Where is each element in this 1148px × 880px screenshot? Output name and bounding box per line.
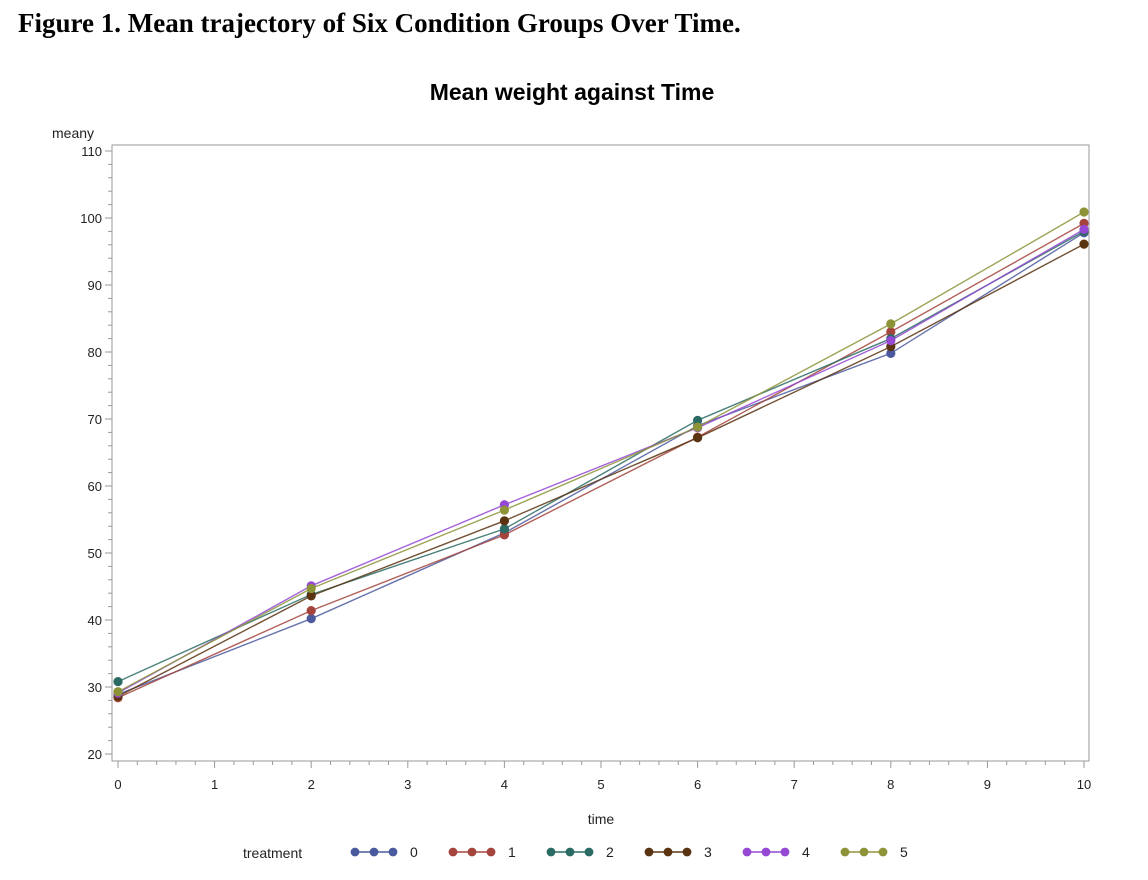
legend-marker	[742, 847, 752, 857]
legend-marker	[761, 847, 771, 857]
x-axis: 0 1 2 3 4 5 6 7 8 9 10	[114, 761, 1091, 792]
series-5	[113, 207, 1089, 697]
series-0	[113, 228, 1089, 699]
series-3	[113, 239, 1089, 701]
x-tick-label: 9	[984, 777, 991, 792]
series-line	[117, 211, 1085, 693]
data-point	[1079, 207, 1089, 217]
y-axis-label: meany	[52, 125, 94, 141]
legend-marker	[388, 847, 398, 857]
x-tick-label: 3	[404, 777, 411, 792]
data-point	[886, 348, 896, 358]
series-2	[113, 226, 1089, 687]
x-tick-label: 8	[887, 777, 894, 792]
legend-marker	[369, 847, 379, 857]
series-lines	[113, 207, 1089, 703]
legend-marker	[644, 847, 654, 857]
legend-label: 2	[606, 844, 614, 860]
legend-marker	[467, 847, 477, 857]
plot-frame	[111, 144, 1090, 762]
series-line	[117, 230, 1085, 683]
series-4	[113, 224, 1089, 698]
y-axis: 20 30 40 50 60 70 80 90 100 110	[80, 144, 112, 762]
series-line	[117, 222, 1085, 699]
data-point	[306, 591, 316, 601]
data-point	[693, 415, 703, 425]
data-point	[886, 319, 896, 329]
figure-caption: Figure 1. Mean trajectory of Six Conditi…	[18, 8, 741, 38]
legend-marker	[565, 847, 575, 857]
legend-label: 1	[508, 844, 516, 860]
legend-entry: 2	[546, 844, 614, 860]
data-point	[1079, 239, 1089, 249]
x-tick-label: 5	[597, 777, 604, 792]
legend-title: treatment	[243, 845, 302, 861]
data-point	[693, 433, 703, 443]
legend-entry: 1	[448, 844, 516, 860]
legend-entry: 0	[350, 844, 418, 860]
legend-marker	[350, 847, 360, 857]
legend-marker	[663, 847, 673, 857]
series-line	[117, 232, 1085, 696]
legend-label: 3	[704, 844, 712, 860]
data-point	[693, 422, 703, 432]
legend-label: 5	[900, 844, 908, 860]
series-line	[117, 243, 1085, 698]
legend-entry: 3	[644, 844, 712, 860]
legend: treatment 0 1 2 3 4 5	[243, 844, 908, 861]
series-line	[117, 228, 1085, 694]
y-tick-label: 60	[88, 479, 102, 494]
y-tick-label: 70	[88, 412, 102, 427]
y-tick-label: 80	[88, 345, 102, 360]
legend-marker	[780, 847, 790, 857]
y-tick-label: 100	[80, 211, 102, 226]
legend-marker	[878, 847, 888, 857]
legend-marker	[486, 847, 496, 857]
legend-marker	[448, 847, 458, 857]
x-axis-label: time	[588, 811, 615, 827]
x-tick-label: 0	[114, 777, 121, 792]
data-point	[886, 327, 896, 337]
legend-marker	[682, 847, 692, 857]
y-tick-label: 110	[81, 144, 102, 159]
y-tick-label: 20	[88, 747, 102, 762]
legend-entry: 5	[840, 844, 908, 860]
data-point	[1079, 224, 1089, 234]
y-tick-label: 30	[88, 680, 102, 695]
chart-title: Mean weight against Time	[430, 79, 715, 105]
legend-label: 0	[410, 844, 418, 860]
data-point	[113, 687, 123, 697]
data-point	[499, 516, 509, 526]
x-tick-label: 7	[791, 777, 798, 792]
legend-marker	[840, 847, 850, 857]
x-tick-label: 4	[501, 777, 508, 792]
data-point	[499, 524, 509, 534]
y-tick-label: 40	[88, 613, 102, 628]
x-tick-label: 6	[694, 777, 701, 792]
series-1	[113, 218, 1089, 703]
legend-marker	[546, 847, 556, 857]
data-point	[306, 606, 316, 616]
legend-marker	[859, 847, 869, 857]
data-point	[499, 505, 509, 515]
data-point	[306, 583, 316, 594]
data-point	[306, 614, 316, 624]
y-tick-label: 90	[88, 278, 102, 293]
legend-entry: 4	[742, 844, 810, 860]
x-tick-label: 2	[308, 777, 315, 792]
data-point	[886, 336, 896, 346]
legend-label: 4	[802, 844, 810, 860]
y-tick-label: 50	[88, 546, 102, 561]
data-point	[113, 677, 123, 687]
x-tick-label: 1	[211, 777, 218, 792]
legend-marker	[584, 847, 594, 857]
x-tick-label: 10	[1077, 777, 1091, 792]
